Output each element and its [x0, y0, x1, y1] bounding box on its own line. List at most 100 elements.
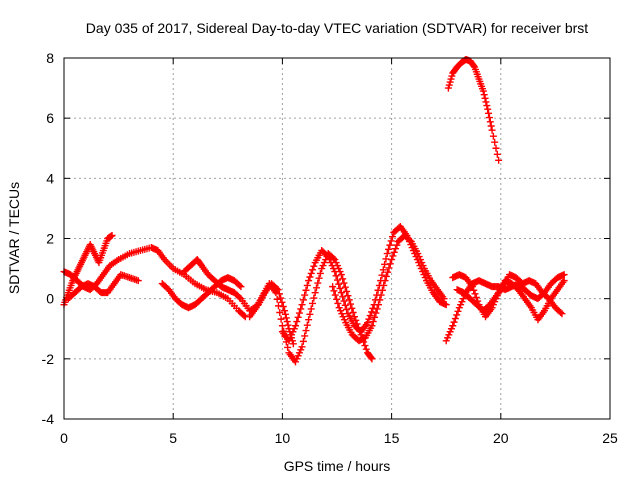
data-point: [382, 272, 390, 280]
data-point: [332, 272, 340, 280]
data-point: [381, 277, 389, 285]
data-point: [303, 321, 311, 329]
data-point: [299, 296, 307, 304]
data-point: [372, 309, 380, 317]
data-point: [470, 62, 478, 70]
data-point: [450, 318, 458, 326]
data-point: [388, 233, 396, 241]
data-point: [274, 302, 282, 310]
data-point: [283, 318, 291, 326]
data-point: [343, 305, 351, 313]
x-tick-label: 15: [384, 430, 400, 446]
y-tick-label: -4: [42, 411, 55, 427]
data-point: [485, 109, 493, 117]
data-point: [470, 286, 478, 294]
data-point: [337, 289, 345, 297]
data-point: [495, 156, 503, 164]
data-point: [301, 332, 309, 340]
series-track-a: [60, 244, 249, 321]
data-point: [481, 94, 489, 102]
data-point: [340, 279, 348, 287]
series-track-l: [453, 271, 566, 318]
data-point: [311, 289, 319, 297]
y-tick-label: 6: [46, 110, 54, 126]
y-tick-label: -2: [42, 351, 55, 367]
data-point: [302, 327, 310, 335]
data-point: [329, 283, 337, 291]
data-point: [385, 245, 393, 253]
series-track-c: [64, 271, 142, 303]
x-tick-label: 20: [493, 430, 509, 446]
data-point: [484, 105, 492, 113]
data-point: [380, 281, 388, 289]
y-tick-label: 8: [46, 50, 54, 66]
data-point: [331, 291, 339, 299]
data-point: [343, 287, 351, 295]
data-point: [305, 316, 313, 324]
data-point: [374, 301, 382, 309]
data-point: [482, 98, 490, 106]
data-point: [468, 283, 476, 291]
data-point: [383, 250, 391, 258]
data-points: [60, 56, 568, 366]
data-point: [386, 241, 394, 249]
data-point: [310, 262, 318, 270]
y-tick-label: 0: [46, 291, 54, 307]
data-point: [471, 290, 479, 298]
data-point: [379, 266, 387, 274]
data-point: [305, 277, 313, 285]
data-point: [306, 310, 314, 318]
data-point: [336, 284, 344, 292]
data-point: [334, 299, 342, 307]
data-point: [341, 283, 349, 291]
data-point: [362, 345, 370, 353]
data-point: [364, 319, 372, 327]
data-point: [406, 236, 414, 244]
series-track-g: [278, 222, 450, 345]
data-point: [330, 254, 338, 262]
data-point: [472, 293, 480, 301]
x-tick-label: 0: [60, 430, 68, 446]
data-point: [373, 305, 381, 313]
data-point: [295, 309, 303, 317]
data-point: [275, 290, 283, 298]
data-point: [480, 91, 488, 99]
data-point: [369, 318, 377, 326]
data-point: [365, 315, 373, 323]
data-point: [309, 266, 317, 274]
data-point: [368, 308, 376, 316]
data-point: [337, 271, 345, 279]
data-point: [349, 309, 357, 317]
data-point: [385, 264, 393, 272]
plot-frame: [63, 57, 611, 420]
data-point: [347, 300, 355, 308]
data-point: [558, 310, 566, 318]
data-point: [312, 284, 320, 292]
y-tick-label: 4: [46, 170, 54, 186]
data-point: [236, 293, 244, 301]
data-point: [378, 271, 386, 279]
data-point: [388, 256, 396, 264]
data-point: [277, 315, 285, 323]
data-point: [377, 291, 385, 299]
series-track-h: [329, 231, 448, 345]
data-point: [134, 277, 142, 285]
data-point: [323, 251, 331, 259]
data-point: [333, 276, 341, 284]
data-point: [366, 312, 374, 320]
data-point: [339, 293, 347, 301]
data-point: [272, 289, 280, 297]
data-point: [310, 294, 318, 302]
data-point: [361, 342, 369, 350]
data-point: [302, 286, 310, 294]
grid: [64, 58, 610, 419]
data-point: [371, 313, 379, 321]
data-point: [309, 299, 317, 307]
y-axis: -4 -2 0 2 4 6 8: [42, 50, 610, 427]
data-point: [307, 305, 315, 313]
data-point: [483, 102, 491, 110]
data-point: [339, 275, 347, 283]
y-tick-label: 2: [46, 231, 54, 247]
data-point: [390, 248, 398, 256]
